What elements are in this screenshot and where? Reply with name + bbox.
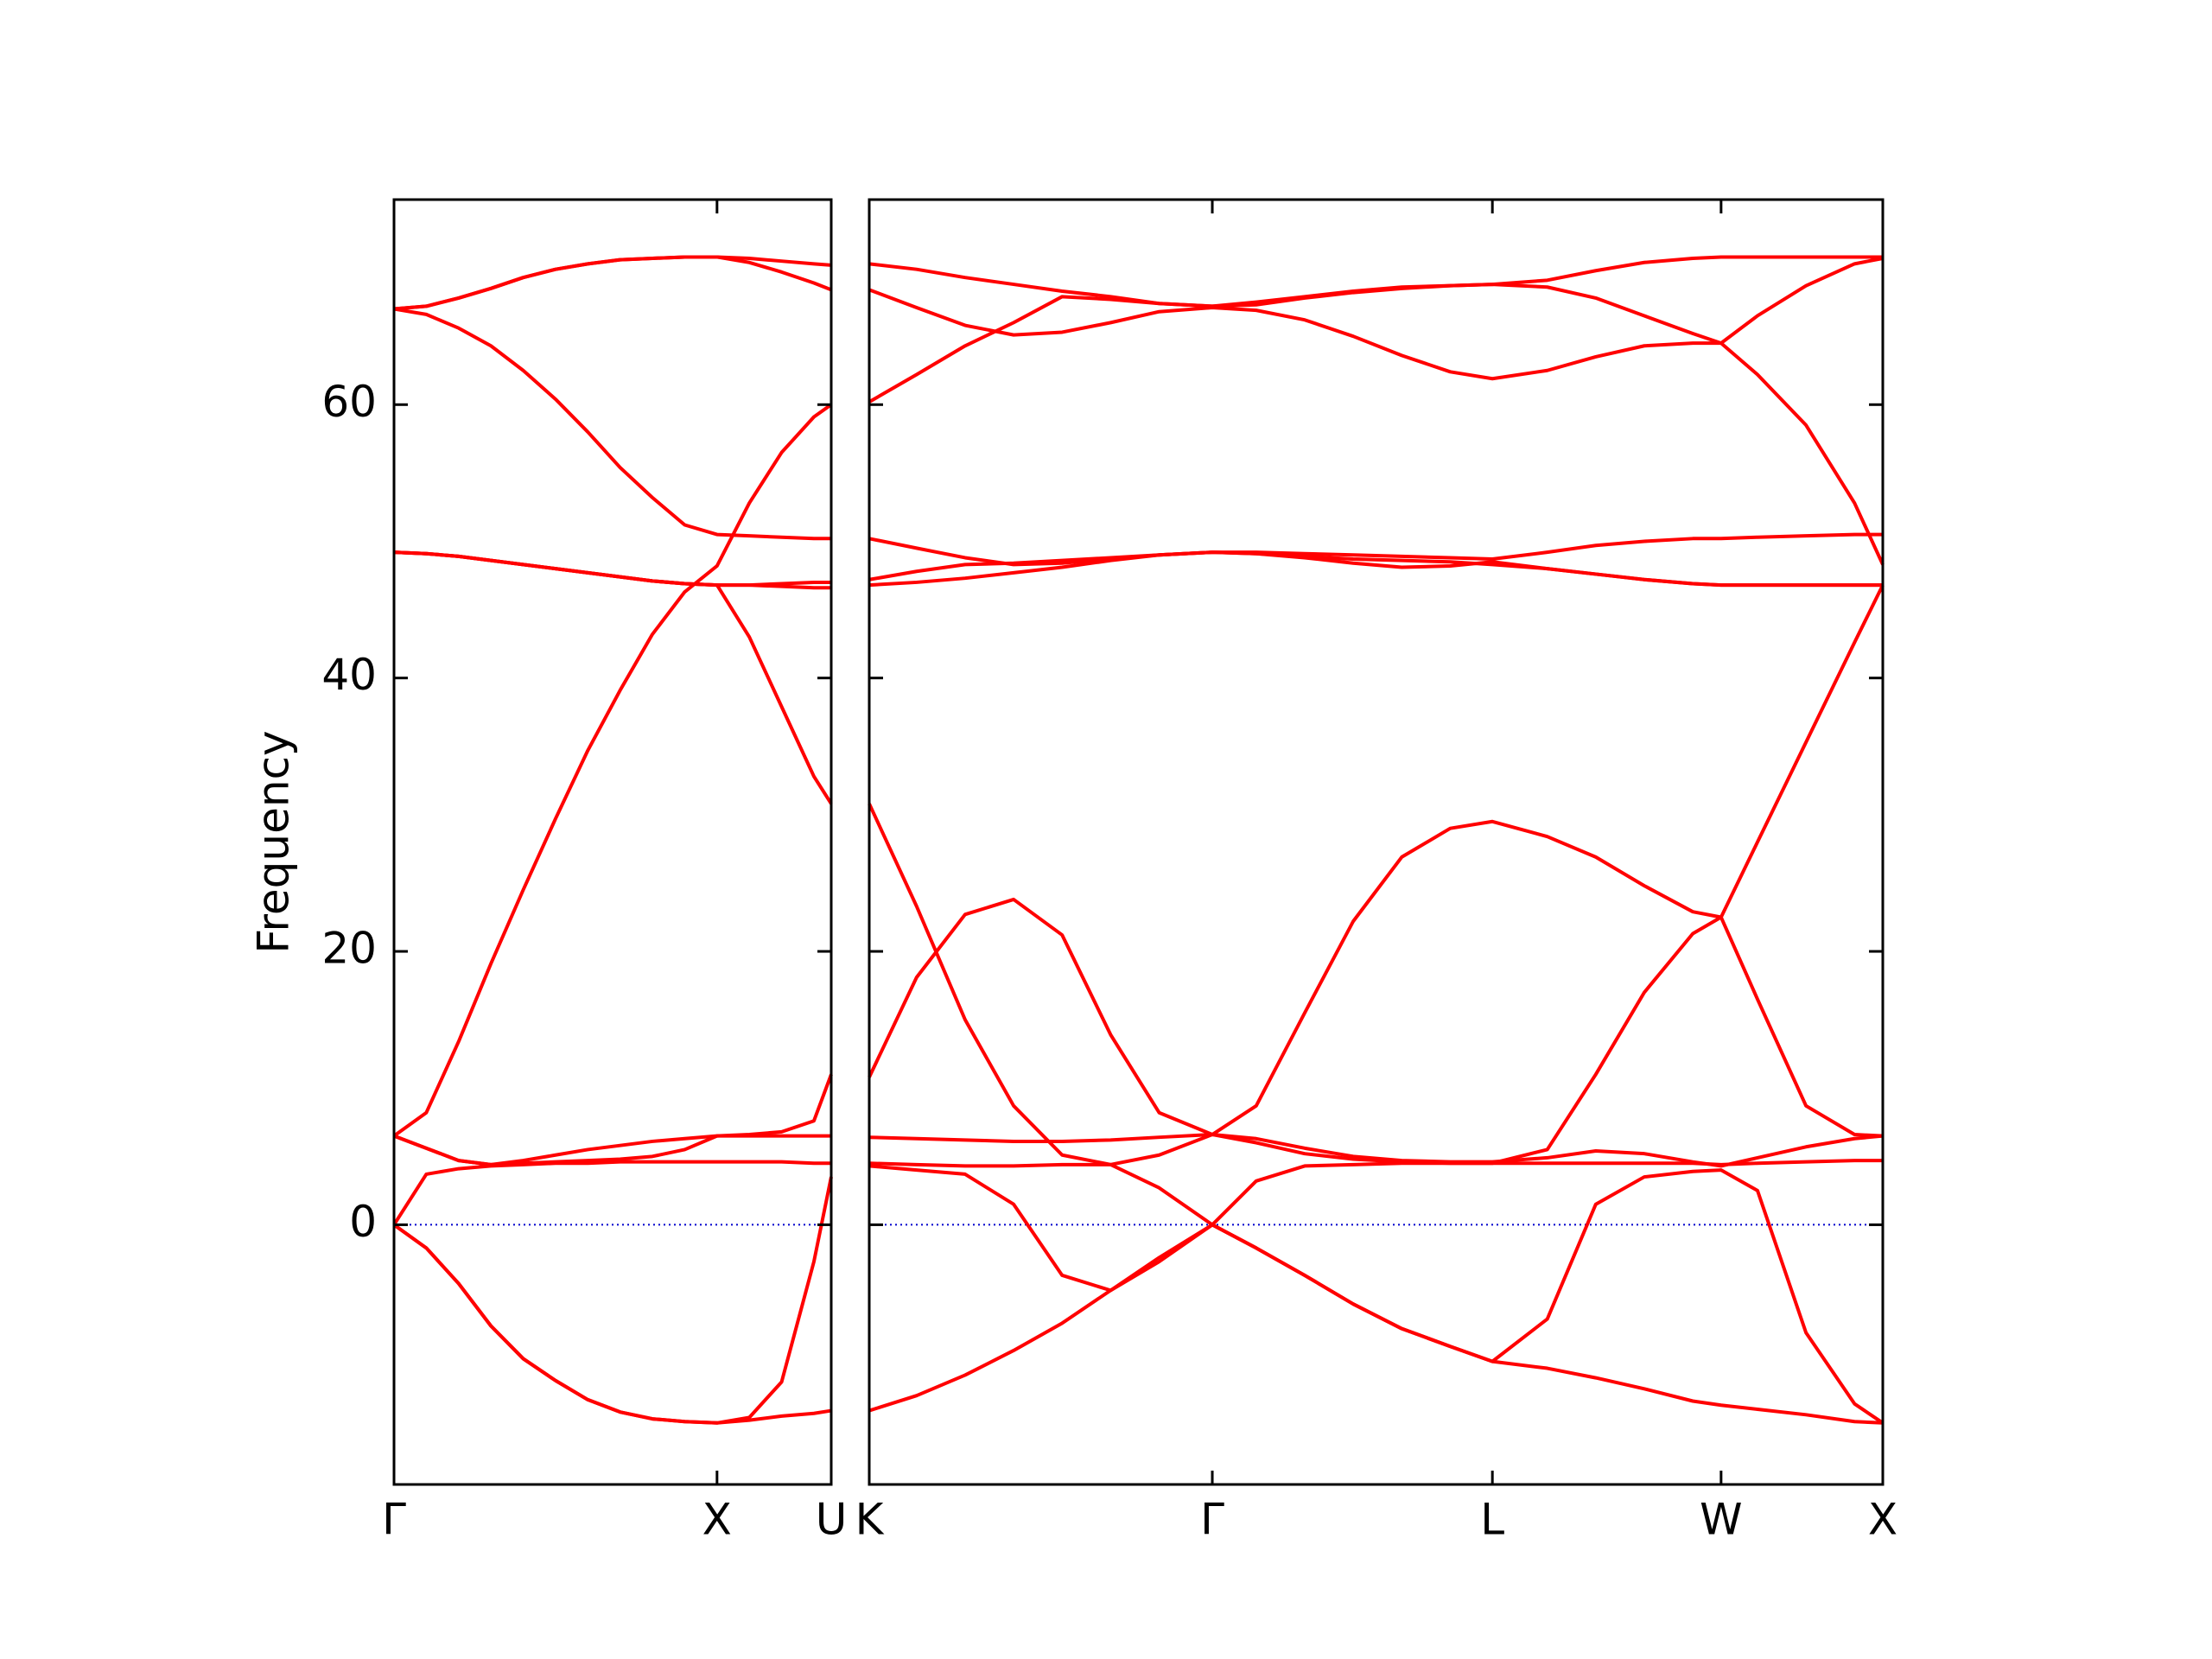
x-tick-label: Γ	[1200, 1495, 1224, 1545]
x-tick-label: U	[816, 1495, 848, 1545]
band-line	[392, 403, 833, 1138]
band-line	[392, 1160, 831, 1226]
y-tick-label: 40	[321, 650, 377, 700]
axes-frame	[392, 198, 833, 1486]
x-tick-label: L	[1480, 1495, 1504, 1545]
band-line	[393, 550, 831, 590]
band-line	[868, 1164, 1885, 1425]
y-axis-label: Frequency	[249, 730, 299, 953]
x-tick-label: X	[702, 1495, 732, 1545]
y-tick-label: 20	[321, 924, 377, 974]
band-line	[868, 255, 1883, 308]
band-line	[393, 255, 832, 311]
x-tick-label: X	[1868, 1495, 1897, 1545]
band-line	[868, 532, 1883, 567]
band-line	[868, 550, 1883, 588]
band-line	[393, 307, 831, 541]
x-tick-label: Γ	[382, 1495, 406, 1545]
x-tick-label: W	[1700, 1495, 1742, 1545]
y-tick-label: 0	[349, 1197, 377, 1247]
x-tick-label: K	[855, 1495, 885, 1545]
axes-frame	[868, 198, 1885, 1486]
band-line	[868, 288, 1885, 566]
band-line	[393, 1073, 833, 1166]
band-line	[392, 1176, 833, 1425]
band-line	[868, 819, 1884, 1138]
band-line	[868, 584, 1885, 1166]
y-tick-label: 60	[321, 377, 377, 427]
